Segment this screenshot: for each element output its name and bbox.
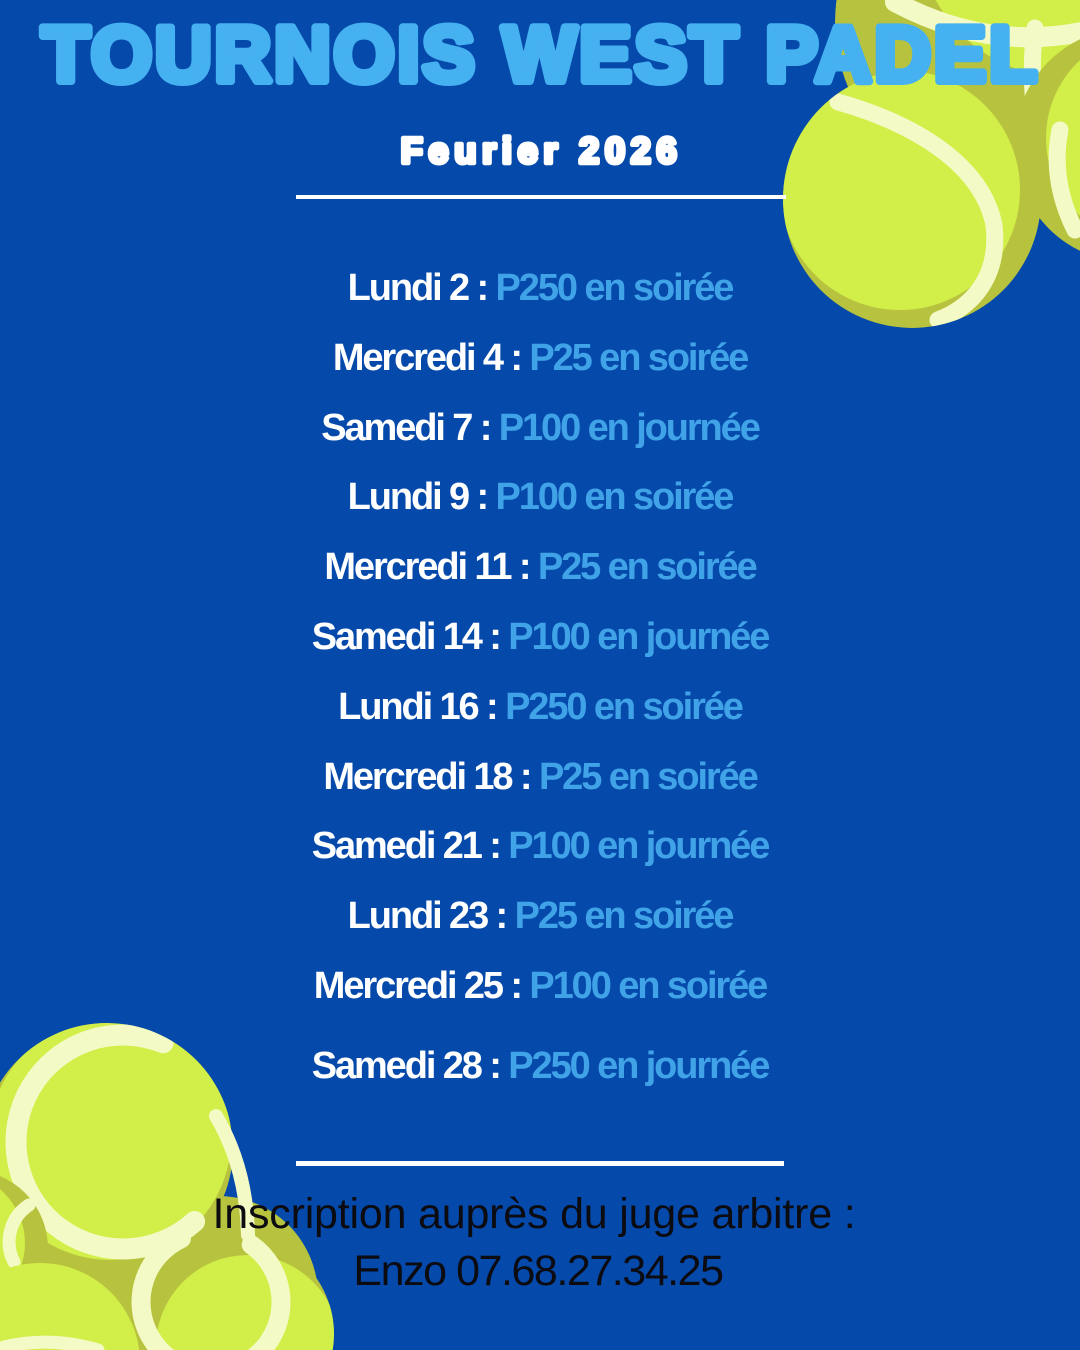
svg-text:TOURNOIS WEST PADEL: TOURNOIS WEST PADEL bbox=[42, 10, 1040, 98]
svg-text:Feurier 2026: Feurier 2026 bbox=[401, 130, 683, 171]
